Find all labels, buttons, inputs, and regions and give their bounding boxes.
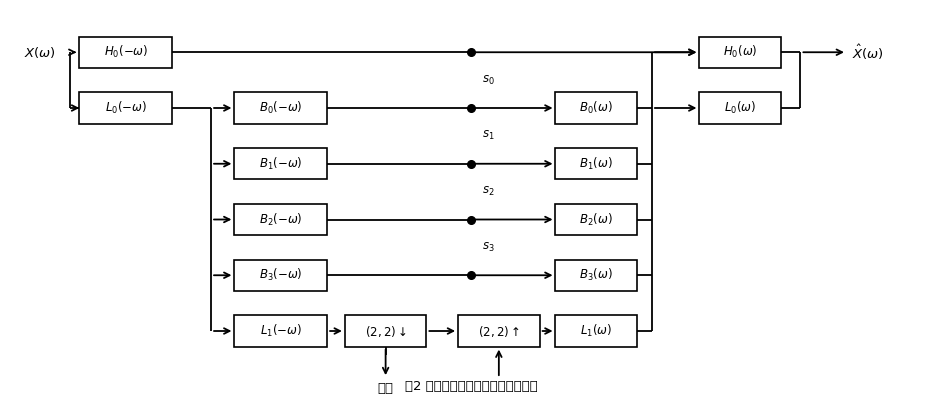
FancyBboxPatch shape (556, 92, 637, 124)
Text: $s_0$: $s_0$ (482, 73, 495, 87)
Text: $H_0(-\omega)$: $H_0(-\omega)$ (104, 44, 148, 60)
Text: $L_1(-\omega)$: $L_1(-\omega)$ (260, 323, 301, 339)
FancyBboxPatch shape (556, 204, 637, 235)
FancyBboxPatch shape (235, 204, 327, 235)
Text: 图2 三阶方向可控金字塔的系统框图: 图2 三阶方向可控金字塔的系统框图 (405, 380, 537, 393)
Text: $H_0(\omega)$: $H_0(\omega)$ (723, 44, 757, 60)
FancyBboxPatch shape (235, 260, 327, 291)
FancyBboxPatch shape (556, 315, 637, 347)
FancyBboxPatch shape (235, 148, 327, 180)
Text: $X(\omega)$: $X(\omega)$ (24, 45, 56, 60)
Text: $s_3$: $s_3$ (482, 241, 495, 254)
FancyBboxPatch shape (556, 260, 637, 291)
Text: $L_0(\omega)$: $L_0(\omega)$ (724, 100, 756, 116)
Text: $(2,2)\uparrow$: $(2,2)\uparrow$ (478, 324, 520, 338)
FancyBboxPatch shape (79, 37, 172, 68)
Text: $L_1(\omega)$: $L_1(\omega)$ (580, 323, 612, 339)
Text: $(2,2)\downarrow$: $(2,2)\downarrow$ (365, 324, 407, 338)
FancyBboxPatch shape (556, 148, 637, 180)
FancyBboxPatch shape (458, 315, 540, 347)
FancyBboxPatch shape (235, 92, 327, 124)
Text: $B_2(-\omega)$: $B_2(-\omega)$ (259, 211, 302, 227)
Text: $B_3(\omega)$: $B_3(\omega)$ (579, 267, 613, 283)
FancyBboxPatch shape (699, 37, 781, 68)
Text: $s_1$: $s_1$ (482, 129, 495, 142)
FancyBboxPatch shape (345, 315, 427, 347)
FancyBboxPatch shape (699, 92, 781, 124)
Text: $B_0(-\omega)$: $B_0(-\omega)$ (259, 100, 302, 116)
Text: $B_1(\omega)$: $B_1(\omega)$ (579, 156, 613, 172)
Text: $B_2(\omega)$: $B_2(\omega)$ (579, 211, 613, 227)
Text: $L_0(-\omega)$: $L_0(-\omega)$ (105, 100, 147, 116)
Text: $B_3(-\omega)$: $B_3(-\omega)$ (259, 267, 302, 283)
FancyBboxPatch shape (79, 92, 172, 124)
Text: $B_1(-\omega)$: $B_1(-\omega)$ (259, 156, 302, 172)
Text: 级联: 级联 (378, 382, 394, 395)
Text: $\hat{X}(\omega)$: $\hat{X}(\omega)$ (852, 43, 884, 62)
Text: $s_2$: $s_2$ (482, 185, 495, 198)
FancyBboxPatch shape (235, 315, 327, 347)
Text: $B_0(\omega)$: $B_0(\omega)$ (579, 100, 613, 116)
